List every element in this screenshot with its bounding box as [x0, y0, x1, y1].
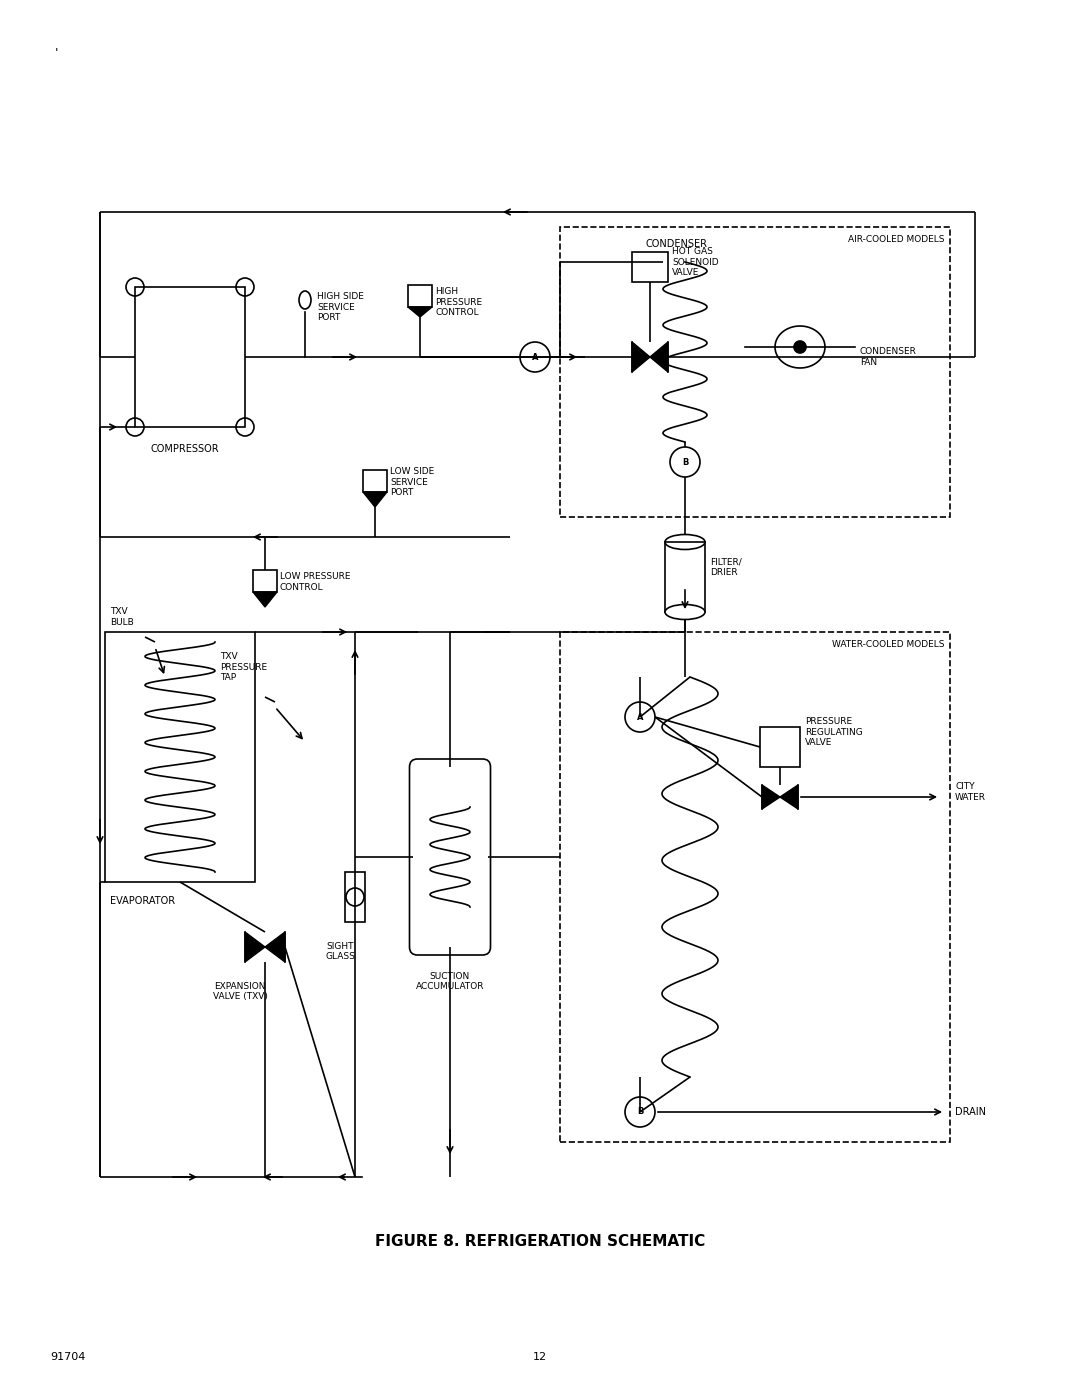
- Bar: [105, 631, 255, 882]
- Polygon shape: [762, 785, 780, 809]
- Text: HIGH
PRESSURE
CONTROL: HIGH PRESSURE CONTROL: [435, 288, 482, 317]
- Circle shape: [625, 1097, 654, 1127]
- Text: PRESSURE
REGULATING
VALVE: PRESSURE REGULATING VALVE: [805, 717, 863, 747]
- Bar: [345, 872, 365, 922]
- Text: LOW SIDE
SERVICE
PORT: LOW SIDE SERVICE PORT: [390, 467, 434, 497]
- Bar: [408, 285, 432, 307]
- Polygon shape: [265, 932, 285, 963]
- Polygon shape: [632, 342, 650, 372]
- Polygon shape: [408, 307, 432, 317]
- Text: HOT GAS
SOLENOID
VALVE: HOT GAS SOLENOID VALVE: [672, 247, 718, 277]
- Text: EXPANSION
VALVE (TXV): EXPANSION VALVE (TXV): [213, 982, 268, 1002]
- Bar: [253, 570, 276, 592]
- Bar: [760, 726, 800, 767]
- Circle shape: [670, 447, 700, 476]
- Polygon shape: [780, 785, 798, 809]
- Text: DRAIN: DRAIN: [955, 1106, 986, 1118]
- Text: 12: 12: [532, 1352, 548, 1362]
- Text: TXV
PRESSURE
TAP: TXV PRESSURE TAP: [220, 652, 267, 682]
- Bar: [665, 542, 705, 612]
- Text: CONDENSER
FAN: CONDENSER FAN: [860, 348, 917, 366]
- Polygon shape: [363, 492, 387, 507]
- Bar: [363, 469, 387, 492]
- Text: A: A: [531, 352, 538, 362]
- Text: WATER-COOLED MODELS: WATER-COOLED MODELS: [833, 640, 945, 648]
- Text: SIGHT
GLASS: SIGHT GLASS: [325, 942, 355, 961]
- Bar: [632, 251, 669, 282]
- Text: AIR-COOLED MODELS: AIR-COOLED MODELS: [849, 235, 945, 243]
- Text: FIGURE 8. REFRIGERATION SCHEMATIC: FIGURE 8. REFRIGERATION SCHEMATIC: [375, 1235, 705, 1249]
- Ellipse shape: [665, 605, 705, 619]
- Text: FILTER/
DRIER: FILTER/ DRIER: [710, 557, 742, 577]
- Text: HIGH SIDE
SERVICE
PORT: HIGH SIDE SERVICE PORT: [318, 292, 364, 321]
- Text: SUCTION
ACCUMULATOR: SUCTION ACCUMULATOR: [416, 972, 484, 992]
- Text: LOW PRESSURE
CONTROL: LOW PRESSURE CONTROL: [280, 573, 351, 592]
- Circle shape: [519, 342, 550, 372]
- Text: 91704: 91704: [50, 1352, 85, 1362]
- Text: ': ': [55, 47, 58, 60]
- Text: TXV
BULB: TXV BULB: [110, 608, 134, 627]
- Polygon shape: [253, 592, 276, 608]
- Polygon shape: [245, 932, 265, 963]
- Text: COMPRESSOR: COMPRESSOR: [151, 444, 219, 454]
- Bar: [561, 631, 950, 1141]
- Text: CITY
WATER: CITY WATER: [955, 782, 986, 802]
- Text: B: B: [637, 1108, 644, 1116]
- Text: A: A: [637, 712, 644, 721]
- Text: B: B: [681, 457, 688, 467]
- Text: EVAPORATOR: EVAPORATOR: [110, 895, 175, 907]
- Bar: [135, 286, 245, 427]
- Circle shape: [794, 341, 806, 353]
- Text: CONDENSER: CONDENSER: [645, 239, 707, 249]
- Polygon shape: [650, 342, 669, 372]
- Circle shape: [625, 703, 654, 732]
- Bar: [561, 226, 950, 517]
